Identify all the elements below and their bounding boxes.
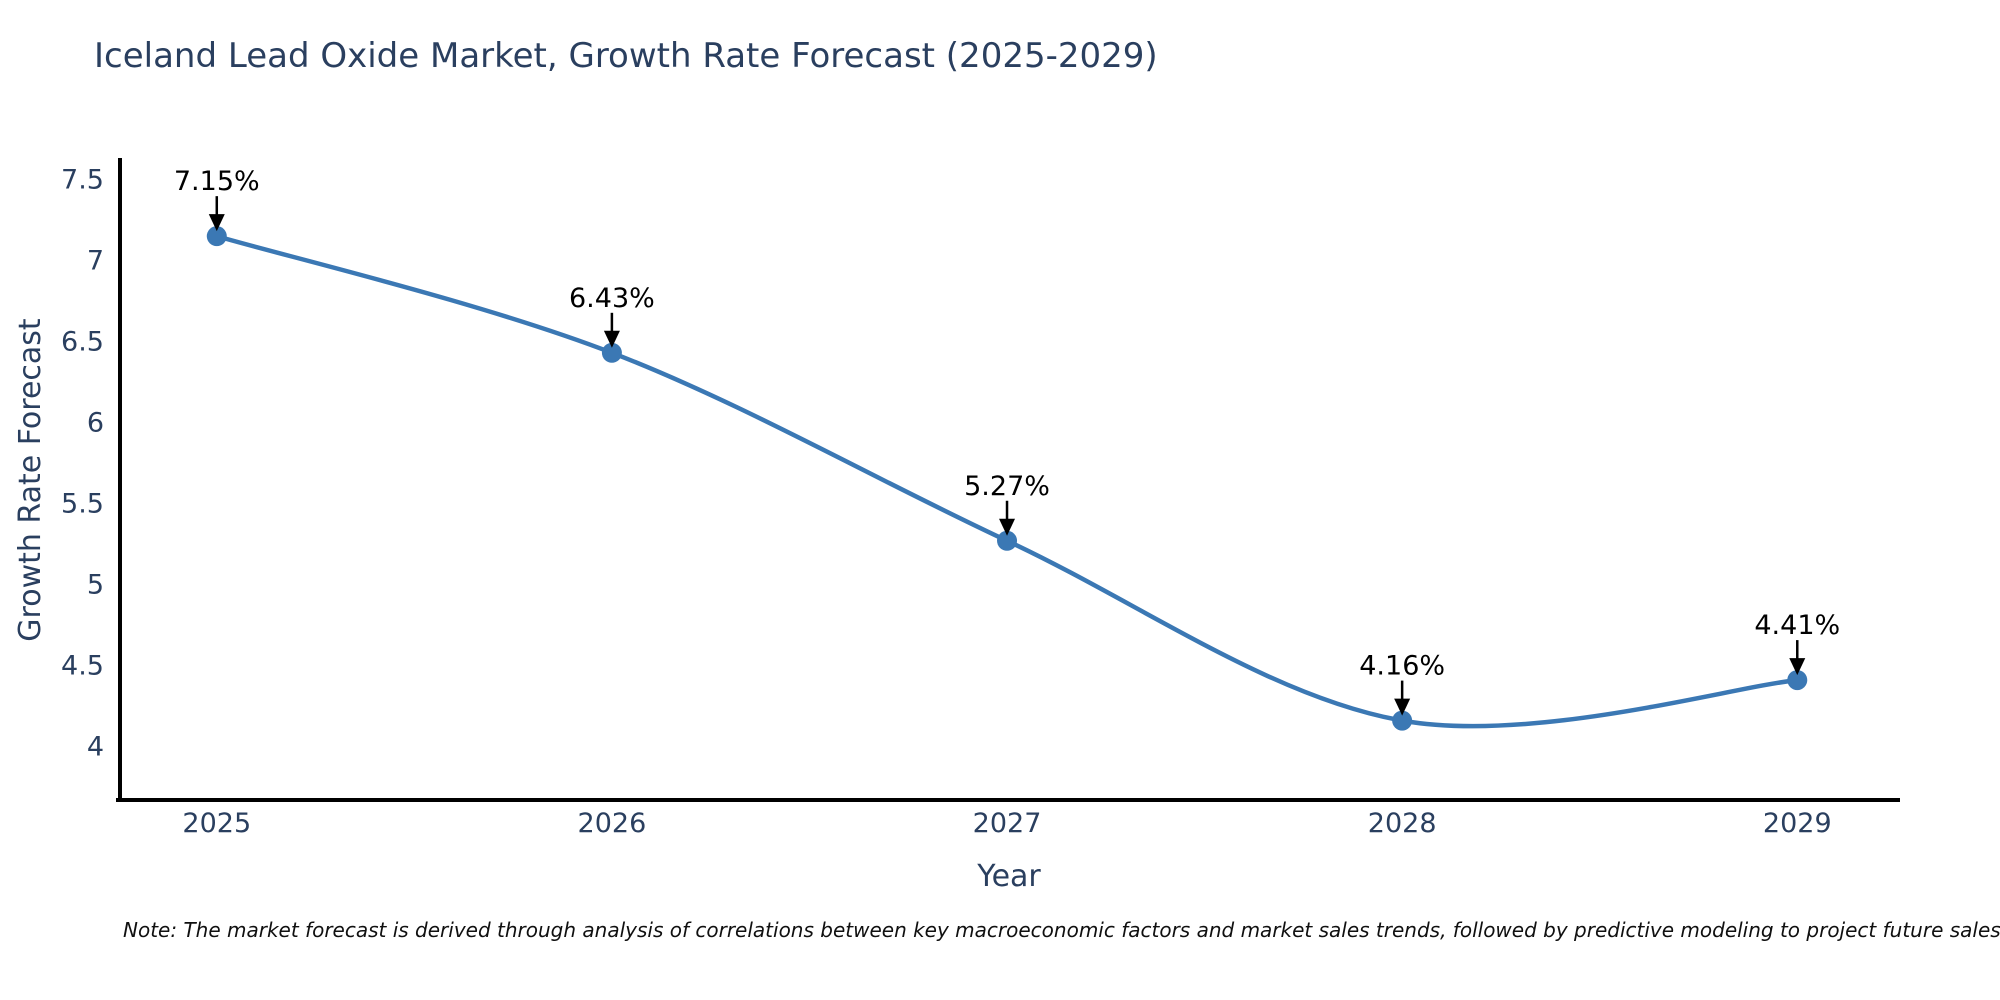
point-annotations: 7.15% 6.43% 5.27% 4.16% 4.41% bbox=[174, 166, 1840, 716]
data-point-marker bbox=[997, 530, 1018, 551]
x-tick-label: 2027 bbox=[973, 808, 1042, 839]
y-axis: 4 4.5 5 5.5 6 6.5 7 7.5 bbox=[61, 158, 122, 802]
x-tick-label: 2026 bbox=[578, 808, 647, 839]
data-points bbox=[206, 226, 1808, 731]
data-point-marker bbox=[601, 342, 622, 363]
y-axis-title: Growth Rate Forecast bbox=[13, 318, 48, 642]
y-tick-label: 7.5 bbox=[61, 164, 104, 195]
x-tick-label: 2025 bbox=[182, 808, 251, 839]
y-tick-label: 6 bbox=[87, 407, 104, 438]
point-value-label: 4.16% bbox=[1359, 651, 1445, 682]
data-point-marker bbox=[1787, 670, 1808, 691]
x-axis-title: Year bbox=[976, 859, 1041, 894]
annotation-arrowhead-icon bbox=[1394, 698, 1411, 716]
chart-title: Iceland Lead Oxide Market, Growth Rate F… bbox=[94, 36, 1158, 76]
y-tick-label: 5.5 bbox=[61, 488, 104, 519]
point-value-label: 7.15% bbox=[174, 166, 260, 197]
y-tick-label: 4.5 bbox=[61, 651, 104, 682]
data-point-marker bbox=[206, 226, 227, 247]
y-tick-label: 4 bbox=[87, 732, 104, 763]
point-value-label: 5.27% bbox=[964, 471, 1050, 502]
y-tick-label: 5 bbox=[87, 570, 104, 601]
x-tick-label: 2029 bbox=[1763, 808, 1832, 839]
y-tick-label: 6.5 bbox=[61, 326, 104, 357]
point-value-label: 4.41% bbox=[1754, 610, 1840, 641]
data-point-marker bbox=[1392, 710, 1413, 731]
y-tick-label: 7 bbox=[87, 245, 104, 276]
annotation-arrowhead-icon bbox=[603, 330, 620, 348]
footnote: Note: The market forecast is derived thr… bbox=[123, 918, 2000, 942]
annotation-arrowhead-icon bbox=[208, 214, 225, 232]
point-value-label: 6.43% bbox=[569, 283, 655, 314]
x-axis: 2025 2026 2027 2028 2029 bbox=[116, 798, 1900, 839]
x-tick-label: 2028 bbox=[1368, 808, 1437, 839]
annotation-arrowhead-icon bbox=[999, 518, 1016, 536]
annotation-arrowhead-icon bbox=[1789, 658, 1806, 676]
